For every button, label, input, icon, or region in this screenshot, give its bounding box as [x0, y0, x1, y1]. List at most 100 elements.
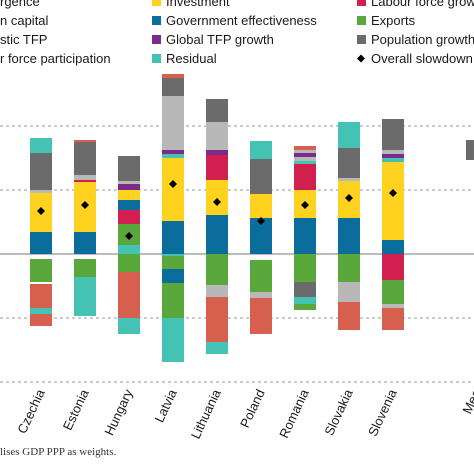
bar-segment-czechia-n-capital [30, 284, 52, 326]
bar-segment-poland-residual [250, 141, 272, 159]
bar-segment-lithuania-stic-tfp [206, 122, 228, 150]
legend: rgence n capital stic TFP r force participa… [0, 0, 474, 66]
x-tick-label-poland: Poland [237, 387, 268, 430]
bar-segment-slovenia-labour-force-grow [382, 254, 404, 280]
footnote: lises GDP PPP as weights. [0, 446, 116, 458]
bar-segment-lithuania-labour-force-grow [206, 155, 228, 180]
bar-segment-hungary-residual [118, 245, 140, 254]
bar-segment-poland-exports [250, 260, 272, 292]
bar-segment-czechia-stic-tfp [30, 190, 52, 193]
bar-segment-romania-stic-tfp [294, 150, 316, 153]
legend-label-r-force-participation: r force participation [0, 51, 111, 66]
bar-segment-latvia-residual [162, 318, 184, 362]
bar-segment-lithuania-population-growth [206, 99, 228, 122]
bar-segment-estonia-stic-tfp [74, 175, 96, 180]
bar-segment-poland-stic-tfp [250, 292, 272, 298]
bar-segment-romania-exports [294, 304, 316, 310]
bar-segment-latvia-exports [162, 256, 184, 269]
x-tick-label-czechia: Czechia [14, 386, 48, 436]
legend-swatch-exports [357, 16, 366, 25]
bar-segment-latvia-stic-tfp [162, 96, 184, 150]
bar-segment-slovakia-government-effectiveness [338, 218, 360, 254]
bar-segment-romania-exports [294, 254, 316, 282]
bar-segment-latvia-government-effectiveness [162, 221, 184, 254]
marker-overall-slowdown-latvia [169, 180, 177, 188]
bar-segment-hungary-residual [118, 318, 140, 334]
bar-segment-estonia-labour-force-grow [74, 180, 96, 182]
bar-segment-lithuania-residual [206, 342, 228, 354]
bar-segment-slovenia-residual [382, 158, 404, 162]
legend-swatch-overall-slowdown [357, 54, 365, 63]
bar-segment-czechia-population-growth [30, 153, 52, 190]
legend-swatch-government-effectiveness [152, 16, 161, 25]
marker-overall-slowdown-estonia [81, 201, 89, 209]
bar-segment-poland-n-capital [250, 298, 272, 334]
bar-segment-hungary-n-capital [118, 272, 140, 318]
marker-overall-slowdown-hungary [125, 232, 133, 240]
bar-segment-poland-population-growth [250, 159, 272, 194]
bar-segment-slovenia-stic-tfp [382, 150, 404, 154]
marker-overall-slowdown-lithuania [213, 198, 221, 206]
bar-segment-lithuania-government-effectiveness [206, 215, 228, 254]
legend-label-global-tfp-growth: Global TFP growth [166, 32, 274, 47]
overall-slowdown-markers [37, 180, 397, 240]
legend-label-labour-force-grow: Labour force grow [371, 0, 474, 9]
bar-segment-czechia-government-effectiveness [30, 232, 52, 254]
bar-segment-poland-investment [250, 194, 272, 218]
bar-segment-slovakia-exports [338, 254, 360, 282]
bar-segment-romania-population-growth [294, 282, 316, 297]
bar-segment-lithuania-n-capital [206, 297, 228, 342]
bar-segment-romania-residual [294, 297, 316, 304]
bar-segment-romania-residual [294, 161, 316, 164]
bar-segment-slovakia-stic-tfp [338, 282, 360, 302]
bar-segment-slovenia-n-capital [382, 308, 404, 330]
legend-swatch-global-tfp-growth [152, 35, 161, 44]
bar-segment-slovakia-population-growth [338, 148, 360, 178]
bar-segment-czechia-residual [30, 308, 52, 314]
bar-segment-estonia-n-capital [74, 140, 96, 142]
bar-segment-slovenia-stic-tfp [382, 304, 404, 308]
x-tick-label-hungary: Hungary [101, 386, 136, 437]
legend-swatch-investment [152, 0, 161, 6]
legend-swatch-residual [152, 54, 161, 63]
bar-segment-latvia-n-capital [162, 74, 184, 78]
bar-segment-romania-stic-tfp [294, 157, 316, 161]
bar-segment-slovenia-government-effectiveness [382, 240, 404, 254]
bar-segment-slovenia-global-tfp-growth [382, 154, 404, 158]
legend-label-stic-tfp: stic TFP [0, 32, 47, 47]
marker-overall-slowdown-poland [257, 217, 265, 225]
bar-segment-slovakia-residual [338, 122, 360, 148]
marker-overall-slowdown-romania [301, 201, 309, 209]
legend-swatch-labour-force-grow [357, 0, 366, 6]
bar-segment-lithuania-investment [206, 180, 228, 215]
bar-segment-hungary-stic-tfp [118, 181, 140, 184]
legend-label-investment: Investment [166, 0, 230, 9]
legend-label-government-effectiveness: Government effectiveness [166, 13, 317, 28]
legend-swatch-population-growth [357, 35, 366, 44]
bar-segment-estonia-residual [74, 277, 96, 316]
bar-segment-latvia-investment [162, 158, 184, 221]
bar-segment-slovakia-n-capital [338, 302, 360, 330]
x-tick-label-romania: Romania [276, 386, 312, 440]
legend-label-exports: Exports [371, 13, 416, 28]
x-axis-labels: Czechia Estonia Hungary Latvia Lithuania Pola… [14, 386, 474, 441]
bar-segment-mea-population-growth [466, 140, 474, 160]
legend-label-residual: Residual [166, 51, 217, 66]
bars [30, 74, 474, 362]
legend-label-rgence: rgence [0, 0, 40, 9]
x-tick-label-latvia: Latvia [151, 386, 180, 424]
legend-label-n-capital: n capital [0, 13, 49, 28]
bar-segment-slovenia-investment [382, 162, 404, 240]
bar-segment-slovenia-population-growth [382, 119, 404, 150]
bar-segment-czechia-exports [30, 259, 52, 282]
bar-segment-hungary-population-growth [118, 156, 140, 181]
marker-overall-slowdown-slovakia [345, 194, 353, 202]
bar-segment-romania-n-capital [294, 146, 316, 150]
bar-segment-hungary-global-tfp-growth [118, 184, 140, 190]
bar-segment-latvia-residual [162, 154, 184, 158]
bar-segment-hungary-exports [118, 254, 140, 272]
bar-segment-estonia-exports [74, 259, 96, 277]
bar-segment-poland-government-effectiveness [250, 218, 272, 254]
bar-segment-lithuania-exports [206, 254, 228, 285]
